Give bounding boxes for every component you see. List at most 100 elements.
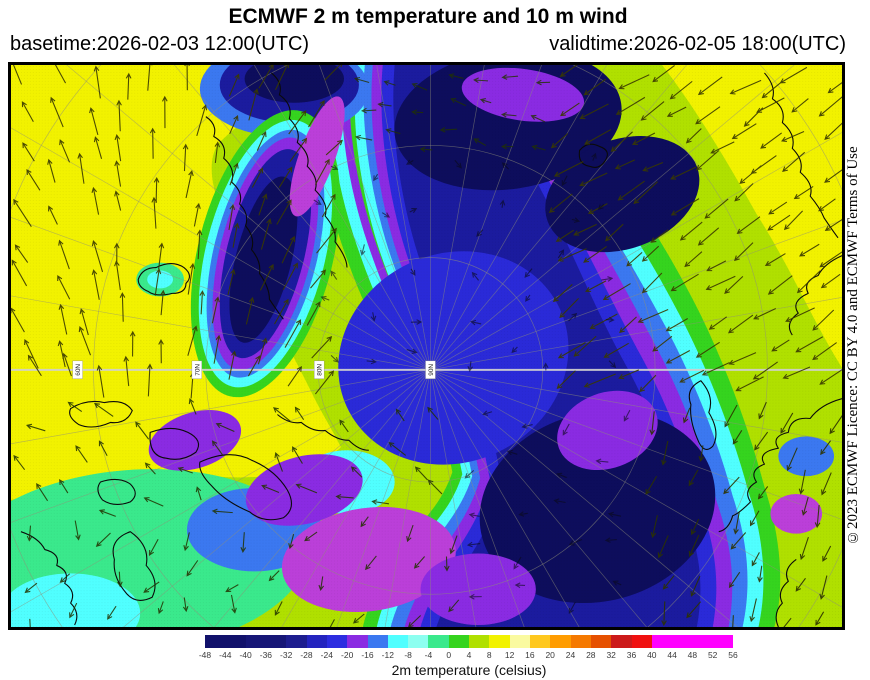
wind-arrow bbox=[514, 582, 526, 589]
wind-arrow bbox=[274, 298, 289, 325]
wind-arrow bbox=[304, 531, 318, 542]
wind-arrow bbox=[623, 409, 631, 422]
latitude-label-text: 70N bbox=[194, 364, 201, 376]
wind-arrow bbox=[521, 423, 533, 429]
wind-arrow bbox=[408, 615, 422, 627]
wind-arrow bbox=[633, 181, 658, 205]
wind-arrow bbox=[370, 312, 377, 322]
colorbar-tick: -40 bbox=[239, 650, 252, 660]
wind-arrow bbox=[614, 159, 635, 170]
wind-arrow bbox=[149, 127, 156, 159]
wind-arrow bbox=[728, 571, 741, 589]
colorbar-tick: 52 bbox=[707, 650, 718, 660]
colorbar-tick: 56 bbox=[728, 650, 738, 660]
wind-arrow bbox=[306, 301, 321, 326]
wind-arrow bbox=[670, 273, 699, 292]
latitude-label-box bbox=[72, 360, 83, 379]
colorbar-tick: -48 bbox=[198, 650, 212, 660]
grid-meridian bbox=[11, 369, 431, 445]
wind-arrow bbox=[335, 494, 354, 500]
wind-arrow bbox=[499, 199, 506, 208]
wind-arrow bbox=[591, 152, 597, 161]
wind-arrow bbox=[158, 242, 165, 270]
wind-arrow bbox=[542, 362, 549, 371]
wind-arrow bbox=[117, 571, 123, 588]
wind-arrow bbox=[550, 133, 569, 149]
wind-arrow bbox=[640, 101, 665, 121]
wind-arrow bbox=[669, 80, 693, 100]
wind-arrow bbox=[25, 423, 46, 432]
wind-arrow bbox=[820, 273, 841, 289]
wind-arrow bbox=[151, 196, 157, 229]
grid-meridian bbox=[253, 65, 431, 371]
wind-arrow bbox=[482, 410, 493, 416]
colorbar-segment bbox=[590, 635, 612, 648]
wind-arrows bbox=[11, 65, 842, 627]
wind-arrow bbox=[278, 166, 293, 188]
colorbar-tick: -28 bbox=[300, 650, 313, 660]
colorbar-segment bbox=[611, 635, 632, 648]
colorbar-tick: 4 bbox=[466, 650, 472, 660]
wind-zone-arctic-bottom bbox=[464, 409, 631, 615]
latitude-label: 70N bbox=[191, 360, 203, 379]
grid-meridian bbox=[430, 369, 842, 520]
colorbar-segment bbox=[489, 635, 510, 648]
wind-arrow bbox=[757, 486, 769, 500]
wind-arrow bbox=[36, 483, 49, 502]
wind-arrow bbox=[147, 65, 153, 91]
wind-arrow bbox=[251, 167, 263, 188]
grid-meridian bbox=[66, 65, 431, 371]
colorbar-segment bbox=[408, 635, 429, 648]
colorbar-segment bbox=[692, 635, 713, 648]
grid-meridian bbox=[430, 65, 687, 371]
grid-meridian bbox=[430, 65, 542, 370]
wind-arrow bbox=[119, 292, 126, 322]
wind-arrow bbox=[225, 584, 239, 593]
wind-arrow bbox=[819, 575, 828, 600]
wind-arrow bbox=[829, 415, 842, 435]
wind-arrow bbox=[556, 472, 567, 479]
wind-arrow bbox=[695, 106, 721, 125]
wind-arrow bbox=[182, 597, 189, 613]
colorbar-tick: 0 bbox=[446, 650, 452, 660]
wind-arrow bbox=[187, 262, 196, 295]
wind-arrow bbox=[783, 210, 804, 231]
wind-arrow bbox=[584, 129, 612, 145]
wind-arrow bbox=[316, 227, 337, 254]
wind-arrow bbox=[470, 319, 482, 326]
wind-arrow bbox=[143, 497, 164, 507]
wind-arrow bbox=[530, 114, 546, 123]
wind-arrow bbox=[679, 221, 703, 241]
wind-arrow bbox=[690, 518, 700, 536]
wind-arrow bbox=[57, 340, 66, 368]
colorbar-segment bbox=[286, 635, 307, 648]
wind-arrow bbox=[501, 162, 509, 170]
wind-arrow bbox=[637, 309, 669, 324]
colorbar-tick: 16 bbox=[525, 650, 535, 660]
colorbar-tick: -32 bbox=[280, 650, 293, 660]
coastline bbox=[97, 478, 136, 505]
wind-arrow bbox=[135, 421, 150, 440]
wind-arrow bbox=[608, 360, 617, 369]
wind-arrow bbox=[57, 274, 71, 300]
wind-arrow bbox=[308, 99, 325, 128]
wind-arrow bbox=[91, 269, 100, 300]
wind-arrow bbox=[818, 96, 842, 117]
wind-arrow bbox=[383, 80, 396, 86]
colorbar-tick: -16 bbox=[361, 650, 374, 660]
coastline bbox=[149, 427, 200, 460]
wind-arrow bbox=[259, 263, 274, 291]
wind-arrow bbox=[107, 605, 117, 620]
wind-arrow bbox=[573, 223, 597, 236]
wind-arrow bbox=[657, 535, 669, 559]
wind-arrow bbox=[229, 114, 239, 135]
wind-arrow bbox=[618, 369, 640, 380]
wind-arrow bbox=[695, 341, 720, 358]
coastline bbox=[718, 398, 842, 533]
wind-arrow bbox=[821, 472, 832, 496]
wind-arrow bbox=[697, 76, 723, 96]
wind-arrow bbox=[79, 308, 89, 336]
wind-arrow bbox=[182, 143, 189, 172]
wind-arrow bbox=[733, 512, 740, 535]
